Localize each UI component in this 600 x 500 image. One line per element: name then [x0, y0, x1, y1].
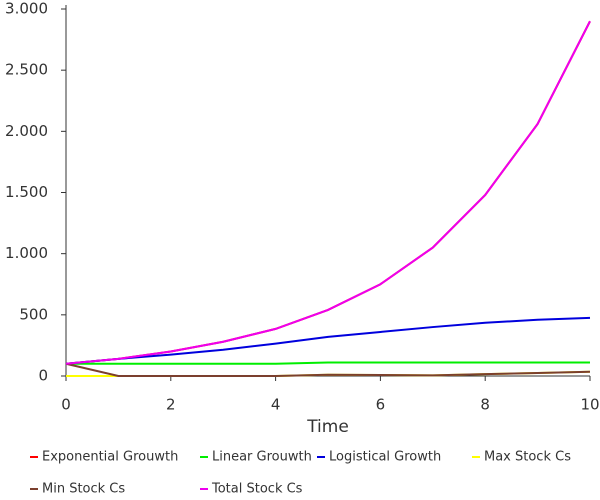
x-tick-label: 10 [580, 396, 599, 414]
legend-label: Linear Grouwth [212, 450, 312, 465]
y-tick-label: 2.500 [5, 61, 48, 79]
y-tick-label: 1.500 [5, 183, 48, 201]
y-tick-label: 0 [38, 367, 48, 385]
legend-label: Total Stock Cs [211, 482, 303, 497]
series-line [65, 20, 591, 365]
y-tick-label: 1.000 [5, 244, 48, 262]
x-tick-label: 0 [61, 396, 71, 414]
y-tick-label: 500 [19, 305, 48, 323]
legend-label: Max Stock Cs [484, 450, 571, 465]
series-line [65, 362, 591, 377]
y-tick-label: 3.000 [5, 0, 48, 18]
series-line [65, 20, 591, 365]
x-tick-label: 8 [480, 396, 490, 414]
series-line [66, 361, 590, 365]
y-tick-label: 2.000 [5, 122, 48, 140]
x-tick-label: 6 [376, 396, 386, 414]
x-tick-label: 4 [271, 396, 281, 414]
x-axis-label: Time [306, 417, 349, 437]
x-tick-label: 2 [166, 396, 176, 414]
series-line [65, 316, 591, 365]
legend-label: Logistical Growth [329, 450, 441, 465]
legend-label: Min Stock Cs [42, 482, 125, 497]
legend-label: Exponential Grouwth [42, 450, 178, 465]
